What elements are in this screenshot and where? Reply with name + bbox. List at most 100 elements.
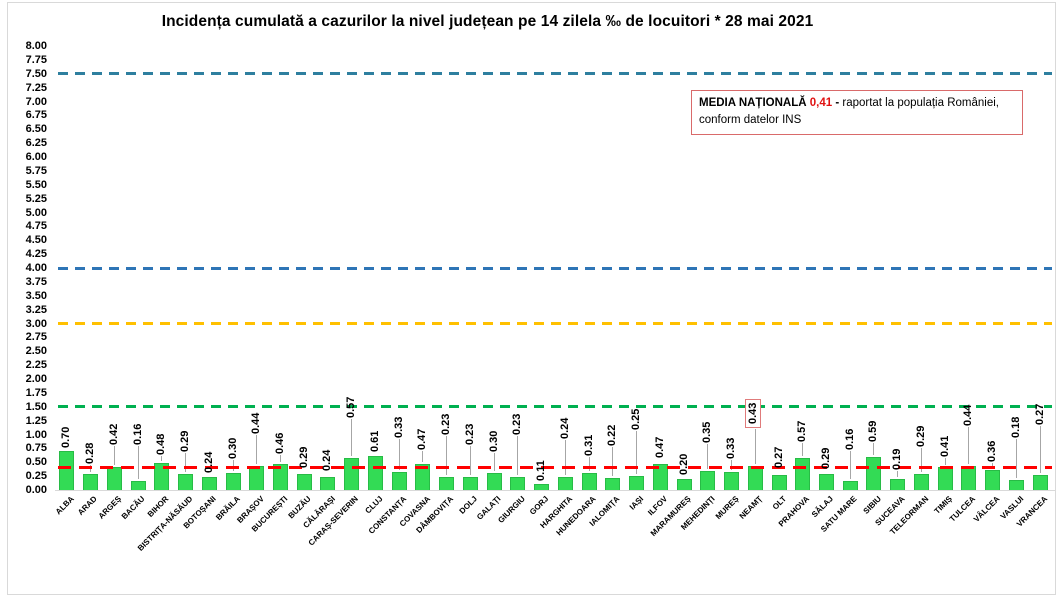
y-axis-tick-label: 1.00 xyxy=(25,428,47,441)
county-label: ARGEȘ xyxy=(96,494,124,521)
y-axis-tick-label: 2.50 xyxy=(25,345,47,358)
value-leader-line xyxy=(897,471,899,478)
bar-ILFOV xyxy=(652,463,668,490)
bar-value-label: 0.30 xyxy=(487,430,500,453)
bar-HUNEDOARA xyxy=(581,472,597,490)
y-axis-tick-label: 4.50 xyxy=(25,234,47,247)
value-leader-line xyxy=(493,453,495,472)
value-leader-line xyxy=(280,455,281,463)
value-leader-line xyxy=(564,439,566,475)
bar-value-label: 0.29 xyxy=(819,447,832,469)
value-leader-line xyxy=(992,463,994,469)
value-leader-line xyxy=(1039,426,1041,473)
bar-DÂMBOVIȚA xyxy=(439,477,455,490)
y-axis-tick-label: 0.00 xyxy=(25,484,47,496)
bar-NEAMȚ xyxy=(747,466,763,490)
bar-value-label: 0.22 xyxy=(606,424,619,446)
bar-COVASNA xyxy=(415,463,431,490)
bar-value-label: 0.43 xyxy=(744,398,761,429)
county-label: OLT xyxy=(770,494,788,512)
bar-value-label: 0.27 xyxy=(1033,403,1046,425)
note-value: 0,41 xyxy=(809,97,833,109)
y-axis-tick-label: 8.00 xyxy=(25,40,47,52)
county-label: CLUJ xyxy=(362,494,385,516)
bar-MARAMUREȘ xyxy=(676,478,692,490)
bar-CONSTANȚA xyxy=(391,471,407,490)
y-axis-tick-label: 2.25 xyxy=(25,359,47,372)
y-axis-tick-label: 5.00 xyxy=(25,206,47,219)
y-axis-tick-label: 0.25 xyxy=(25,470,47,483)
bar-SATU MARE xyxy=(842,481,858,490)
bar-VASLUI xyxy=(1008,480,1024,490)
value-leader-line xyxy=(161,456,163,462)
bar-OLT xyxy=(771,475,787,490)
bar-value-label: 0.20 xyxy=(677,453,690,475)
bar-HARGHITA xyxy=(557,476,573,490)
bar-TULCEA xyxy=(961,465,977,490)
y-axis-tick-label: 6.00 xyxy=(25,151,47,163)
bar-value-label: 0.16 xyxy=(843,428,856,451)
y-axis-tick-label: 6.50 xyxy=(25,123,47,136)
y-axis-tick-label: 2.00 xyxy=(25,373,47,385)
county-label: IAȘI xyxy=(627,494,646,512)
bar-BUZĂU xyxy=(296,473,312,490)
bar-value-label: 0.57 xyxy=(796,420,809,443)
threshold-line-7.5 xyxy=(58,72,1052,76)
bar-value-label: 0.30 xyxy=(226,437,239,460)
bar-MEHEDINȚI xyxy=(700,470,716,490)
bar-BRĂILA xyxy=(225,473,241,490)
value-leader-line xyxy=(422,450,424,462)
y-axis-tick-label: 0.50 xyxy=(25,456,47,469)
bar-GALAȚI xyxy=(486,473,502,490)
bar-value-label: 0.70 xyxy=(60,426,73,449)
county-label: BACĂU xyxy=(119,494,147,522)
bar-value-label: 0.18 xyxy=(1009,416,1022,438)
value-leader-line xyxy=(1015,439,1017,478)
bar-value-label: 0.24 xyxy=(558,417,571,439)
value-leader-line xyxy=(113,445,115,465)
note-text: raportat la populația României, conform … xyxy=(699,97,999,127)
y-axis-tick-label: 0.75 xyxy=(25,442,47,455)
bar-BRAȘOV xyxy=(249,465,265,490)
bar-value-label: 0.59 xyxy=(867,420,880,443)
value-leader-line xyxy=(137,446,139,480)
y-axis-tick-label: 7.50 xyxy=(25,67,47,80)
bar-value-label: 0.27 xyxy=(772,446,785,468)
y-axis-tick-label: 1.25 xyxy=(25,414,47,427)
bar-SĂLAJ xyxy=(818,473,834,490)
bar-value-label: 0.24 xyxy=(202,451,215,473)
y-axis-tick-label: 1.75 xyxy=(25,386,47,399)
bar-value-label: 0.16 xyxy=(131,423,144,446)
bar-DOLJ xyxy=(462,477,478,490)
bar-MUREȘ xyxy=(724,471,740,490)
value-leader-line xyxy=(446,436,448,476)
bar-TELEORMAN xyxy=(913,473,929,490)
bar-ARGEȘ xyxy=(106,466,122,490)
bar-PRAHOVA xyxy=(795,458,811,490)
y-axis-tick-label: 4.00 xyxy=(25,262,47,274)
value-leader-line xyxy=(802,443,804,457)
bar-value-label: 0.11 xyxy=(535,460,548,481)
threshold-line-1.5 xyxy=(58,405,1052,409)
y-axis-tick-label: 3.50 xyxy=(25,289,47,302)
bar-value-label: 0.61 xyxy=(368,430,381,453)
bar-ALBA xyxy=(59,451,75,490)
bar-value-label: 0.28 xyxy=(84,443,97,465)
bar-IAȘI xyxy=(629,476,645,490)
bar-value-label: 0.24 xyxy=(321,449,334,471)
county-label: NEAMȚ xyxy=(737,494,764,521)
value-leader-line xyxy=(636,431,638,475)
value-leader-line xyxy=(398,438,400,470)
y-axis-tick-label: 4.25 xyxy=(25,248,47,261)
bar-BUCUREȘTI xyxy=(273,464,288,490)
value-leader-line xyxy=(873,443,875,456)
y-axis-tick-label: 3.00 xyxy=(25,317,47,330)
bar-GIURGIU xyxy=(510,477,526,490)
value-leader-line xyxy=(588,456,590,471)
y-axis-tick-label: 7.25 xyxy=(25,81,47,94)
county-label: SIBIU xyxy=(861,494,883,516)
value-leader-line xyxy=(612,446,614,476)
y-axis-tick-label: 3.75 xyxy=(25,275,47,288)
bar-value-label: 0.44 xyxy=(962,404,975,426)
bar-BOTOȘANI xyxy=(201,476,217,490)
